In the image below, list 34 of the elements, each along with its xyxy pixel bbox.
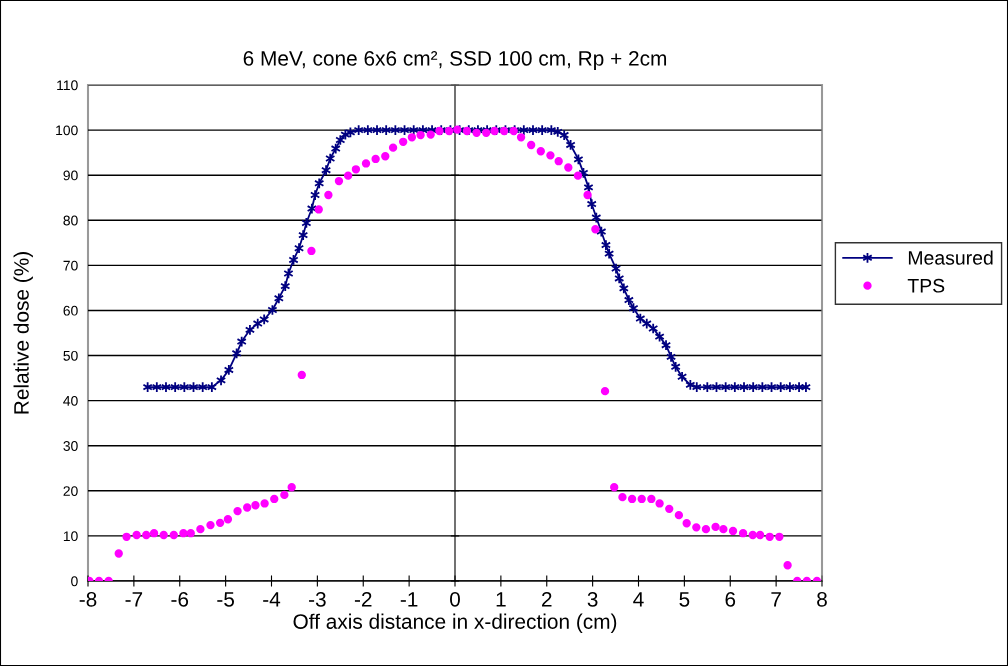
x-tick-label: 8 — [817, 591, 827, 607]
y-tick-label: 100 — [56, 125, 78, 136]
x-tick-label: 5 — [679, 592, 690, 607]
chart-title: 6 MeV, cone 6x6 cm², SSD 100 cm, Rp + 2cm — [243, 51, 667, 70]
y-tick-label: 90 — [63, 170, 78, 181]
x-tick-label: -8 — [79, 591, 97, 607]
y-tick-label: 10 — [63, 531, 78, 542]
x-tick-label: -5 — [217, 592, 235, 607]
x-tick-label: -2 — [354, 591, 372, 607]
legend-label: Measured — [908, 250, 993, 265]
y-axis-title: Relative dose (%) — [13, 252, 33, 414]
x-tick-label: -7 — [125, 592, 143, 607]
x-tick-label: 3 — [587, 591, 598, 607]
x-tick-label: 0 — [450, 591, 460, 607]
y-tick-label: 40 — [63, 395, 78, 406]
x-tick-label: 7 — [771, 592, 781, 607]
x-tick-label: 4 — [633, 592, 644, 607]
y-tick-label: 30 — [63, 441, 78, 451]
x-tick-label: -3 — [309, 591, 326, 607]
y-tick-label: 50 — [63, 350, 78, 361]
legend-label: TPS — [907, 278, 945, 293]
y-tick-label: 20 — [63, 486, 78, 496]
x-tick-label: -6 — [171, 591, 189, 607]
x-tick-label: -4 — [263, 592, 281, 607]
x-tick-label: 2 — [542, 591, 552, 607]
x-tick-label: -1 — [400, 592, 418, 607]
x-tick-label: 6 — [725, 591, 736, 607]
y-tick-label: 0 — [71, 576, 78, 587]
y-tick-label: 60 — [63, 305, 78, 316]
x-axis-title: Off axis distance in x-direction (cm) — [293, 613, 617, 634]
y-tick-label: 80 — [63, 215, 78, 226]
y-tick-label: 110 — [57, 80, 78, 91]
y-tick-label: 70 — [63, 260, 78, 271]
x-tick-label: 1 — [496, 592, 506, 607]
